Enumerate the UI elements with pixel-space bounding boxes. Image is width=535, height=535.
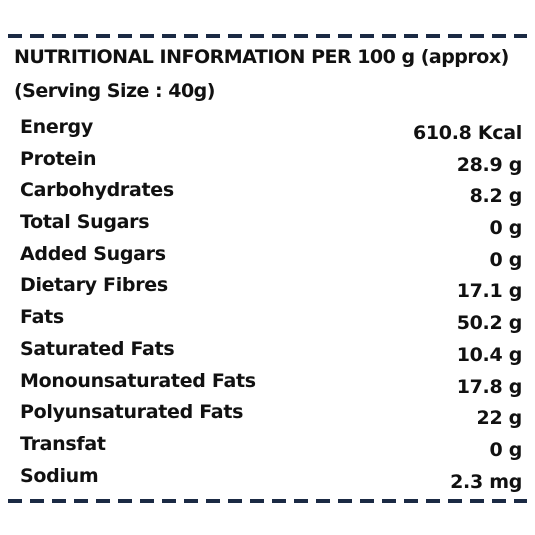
nutrient-value: 0 g [489,217,522,240]
nutrient-row-saturated-fats: Saturated Fats 10.4 g [20,334,522,366]
nutrient-row-dietary-fibres: Dietary Fibres 17.1 g [20,270,522,302]
nutrient-label: Fats [20,306,64,329]
nutrient-value: 28.9 g [456,153,523,176]
nutrient-row-total-sugars: Total Sugars 0 g [20,207,522,239]
nutrient-row-carbohydrates: Carbohydrates 8.2 g [20,175,522,207]
bottom-dashed-divider [8,499,527,503]
nutrient-label: Polyunsaturated Fats [20,401,244,424]
nutrient-value: 0 g [489,438,522,461]
nutrient-value: 50.2 g [456,312,523,335]
nutrient-label: Protein [20,147,97,170]
nutrient-value: 22 g [476,407,523,430]
nutrient-label: Dietary Fibres [20,274,168,297]
nutrient-row-transfat: Transfat 0 g [20,429,522,461]
nutrient-row-monounsaturated-fats: Monounsaturated Fats 17.8 g [20,366,522,398]
nutrient-label: Transfat [20,432,106,455]
nutrient-value: 17.8 g [456,375,523,398]
nutrient-row-sodium: Sodium 2.3 mg [20,461,522,493]
nutrient-row-fats: Fats 50.2 g [20,302,522,334]
nutrient-label: Carbohydrates [20,179,174,202]
serving-size: (Serving Size : 40g) [14,80,215,102]
nutrient-value: 10.4 g [456,343,523,366]
nutrient-label: Sodium [20,464,99,487]
nutrient-row-added-sugars: Added Sugars 0 g [20,239,522,271]
nutrient-label: Saturated Fats [20,337,175,360]
nutrient-row-protein: Protein 28.9 g [20,144,522,176]
nutrient-value: 8.2 g [469,185,523,208]
top-dashed-divider [8,34,527,38]
nutrient-value: 610.8 Kcal [412,122,522,144]
nutrient-label: Energy [20,116,93,138]
nutrient-label: Added Sugars [20,242,166,265]
nutrient-row-polyunsaturated-fats: Polyunsaturated Fats 22 g [20,397,522,429]
nutrient-value: 0 g [489,248,522,271]
table-title: NUTRITIONAL INFORMATION PER 100 g (appro… [14,46,509,68]
nutrient-row-energy: Energy 610.8 Kcal [20,112,522,144]
nutrient-value: 17.1 g [456,280,523,303]
nutrient-label: Total Sugars [20,211,150,234]
nutrient-list: Energy 610.8 Kcal Protein 28.9 g Carbohy… [20,112,522,493]
nutrient-value: 2.3 mg [450,470,522,493]
nutrient-label: Monounsaturated Fats [20,369,256,392]
